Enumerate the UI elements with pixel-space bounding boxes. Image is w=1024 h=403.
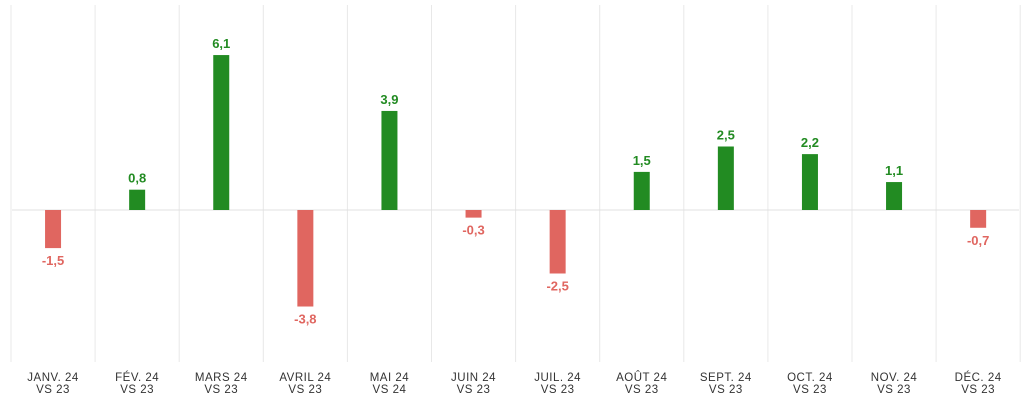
tick-label: VS 24 <box>373 384 407 396</box>
data-label: -0,7 <box>967 233 989 248</box>
bar <box>129 189 146 210</box>
bar <box>465 210 482 218</box>
bar <box>213 55 230 211</box>
tick-label: VS 23 <box>877 384 911 396</box>
tick-label: FÉV. 24 <box>115 371 159 384</box>
data-label: -3,8 <box>294 312 316 327</box>
tick-label: VS 23 <box>288 384 322 396</box>
bar <box>297 210 314 307</box>
tick-label: AVRIL 24 <box>279 372 331 384</box>
tick-label: MARS 24 <box>195 372 248 384</box>
tick-label: MAI 24 <box>370 372 410 384</box>
data-label: 1,5 <box>633 153 651 168</box>
data-label: 0,8 <box>128 171 146 186</box>
bar <box>45 210 62 249</box>
data-label: -1,5 <box>42 253 64 268</box>
tick-label: JANV. 24 <box>27 372 79 384</box>
tick-label: VS 23 <box>793 384 827 396</box>
data-label: 2,2 <box>801 135 819 150</box>
tick-label: VS 23 <box>120 384 154 396</box>
bar <box>970 210 987 228</box>
data-label: 2,5 <box>717 128 735 143</box>
value-labels: -1,5 0,8 6,1 -3,8 3,9 -0,3 -2,5 1,5 2,5 2,2 1,1 -0,… <box>42 36 990 326</box>
grid-lines <box>10 5 1021 362</box>
data-label: 6,1 <box>212 36 230 51</box>
data-label: 1,1 <box>885 163 903 178</box>
bars <box>45 55 987 307</box>
tick-label: VS 23 <box>709 384 743 396</box>
data-label: -0,3 <box>462 223 484 238</box>
bar <box>886 182 903 210</box>
tick-label: SEPT. 24 <box>700 372 752 384</box>
bar <box>549 210 566 274</box>
tick-label: VS 23 <box>625 384 659 396</box>
tick-label: VS 23 <box>36 384 70 396</box>
bar <box>633 171 650 210</box>
tick-label: VS 23 <box>204 384 238 396</box>
tick-label: JUIL. 24 <box>534 372 581 384</box>
bar <box>717 146 734 210</box>
data-label: 3,9 <box>380 92 398 107</box>
bar <box>801 154 818 210</box>
tick-label: DÉC. 24 <box>955 371 1002 384</box>
tick-label: VS 23 <box>541 384 575 396</box>
data-label: -2,5 <box>546 279 568 294</box>
tick-label: OCT. 24 <box>787 372 833 384</box>
bar <box>381 110 398 210</box>
tick-label: VS 23 <box>961 384 995 396</box>
tick-label: AOÛT 24 <box>616 371 667 384</box>
tick-label: NOV. 24 <box>871 372 918 384</box>
tick-label: JUIN 24 <box>451 372 496 384</box>
tick-label: VS 23 <box>457 384 491 396</box>
